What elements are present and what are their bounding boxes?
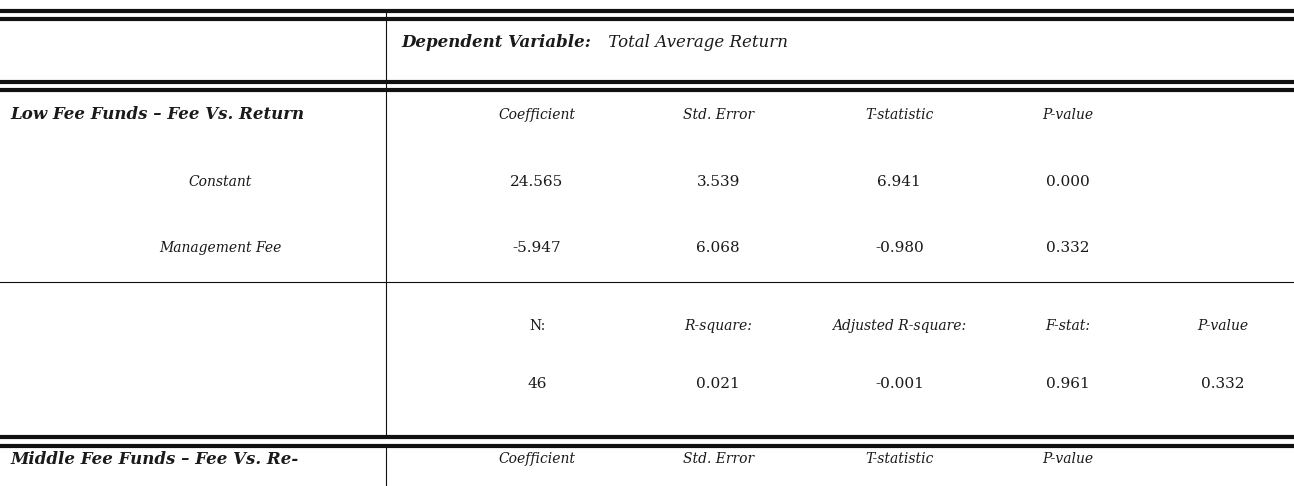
Text: T-statistic: T-statistic bbox=[866, 452, 933, 466]
Text: F-stat:: F-stat: bbox=[1046, 319, 1090, 332]
Text: 6.941: 6.941 bbox=[877, 175, 921, 189]
Text: 0.332: 0.332 bbox=[1201, 377, 1245, 391]
Text: Std. Error: Std. Error bbox=[683, 452, 753, 466]
Text: Coefficient: Coefficient bbox=[498, 452, 576, 466]
Text: T-statistic: T-statistic bbox=[866, 108, 933, 122]
Text: Coefficient: Coefficient bbox=[498, 108, 576, 122]
Text: Middle Fee Funds – Fee Vs. Re-: Middle Fee Funds – Fee Vs. Re- bbox=[10, 451, 299, 468]
Text: N:: N: bbox=[529, 319, 545, 332]
Text: R-square:: R-square: bbox=[685, 319, 752, 332]
Text: Total Average Return: Total Average Return bbox=[603, 35, 788, 51]
Text: 6.068: 6.068 bbox=[696, 241, 740, 255]
Text: -0.980: -0.980 bbox=[875, 241, 924, 255]
Text: 0.961: 0.961 bbox=[1046, 377, 1090, 391]
Text: Constant: Constant bbox=[189, 175, 251, 189]
Text: -0.001: -0.001 bbox=[875, 377, 924, 391]
Text: 24.565: 24.565 bbox=[510, 175, 564, 189]
Text: P-value: P-value bbox=[1197, 319, 1249, 332]
Text: Std. Error: Std. Error bbox=[683, 108, 753, 122]
Text: P-value: P-value bbox=[1042, 452, 1093, 466]
Text: 0.332: 0.332 bbox=[1046, 241, 1090, 255]
Text: Dependent Variable:: Dependent Variable: bbox=[401, 35, 591, 51]
Text: P-value: P-value bbox=[1042, 108, 1093, 122]
Text: Adjusted R-square:: Adjusted R-square: bbox=[832, 319, 967, 332]
Text: 46: 46 bbox=[527, 377, 547, 391]
Text: Management Fee: Management Fee bbox=[159, 241, 281, 255]
Text: 0.021: 0.021 bbox=[696, 377, 740, 391]
Text: 3.539: 3.539 bbox=[696, 175, 740, 189]
Text: -5.947: -5.947 bbox=[512, 241, 562, 255]
Text: Low Fee Funds – Fee Vs. Return: Low Fee Funds – Fee Vs. Return bbox=[10, 106, 304, 123]
Text: 0.000: 0.000 bbox=[1046, 175, 1090, 189]
